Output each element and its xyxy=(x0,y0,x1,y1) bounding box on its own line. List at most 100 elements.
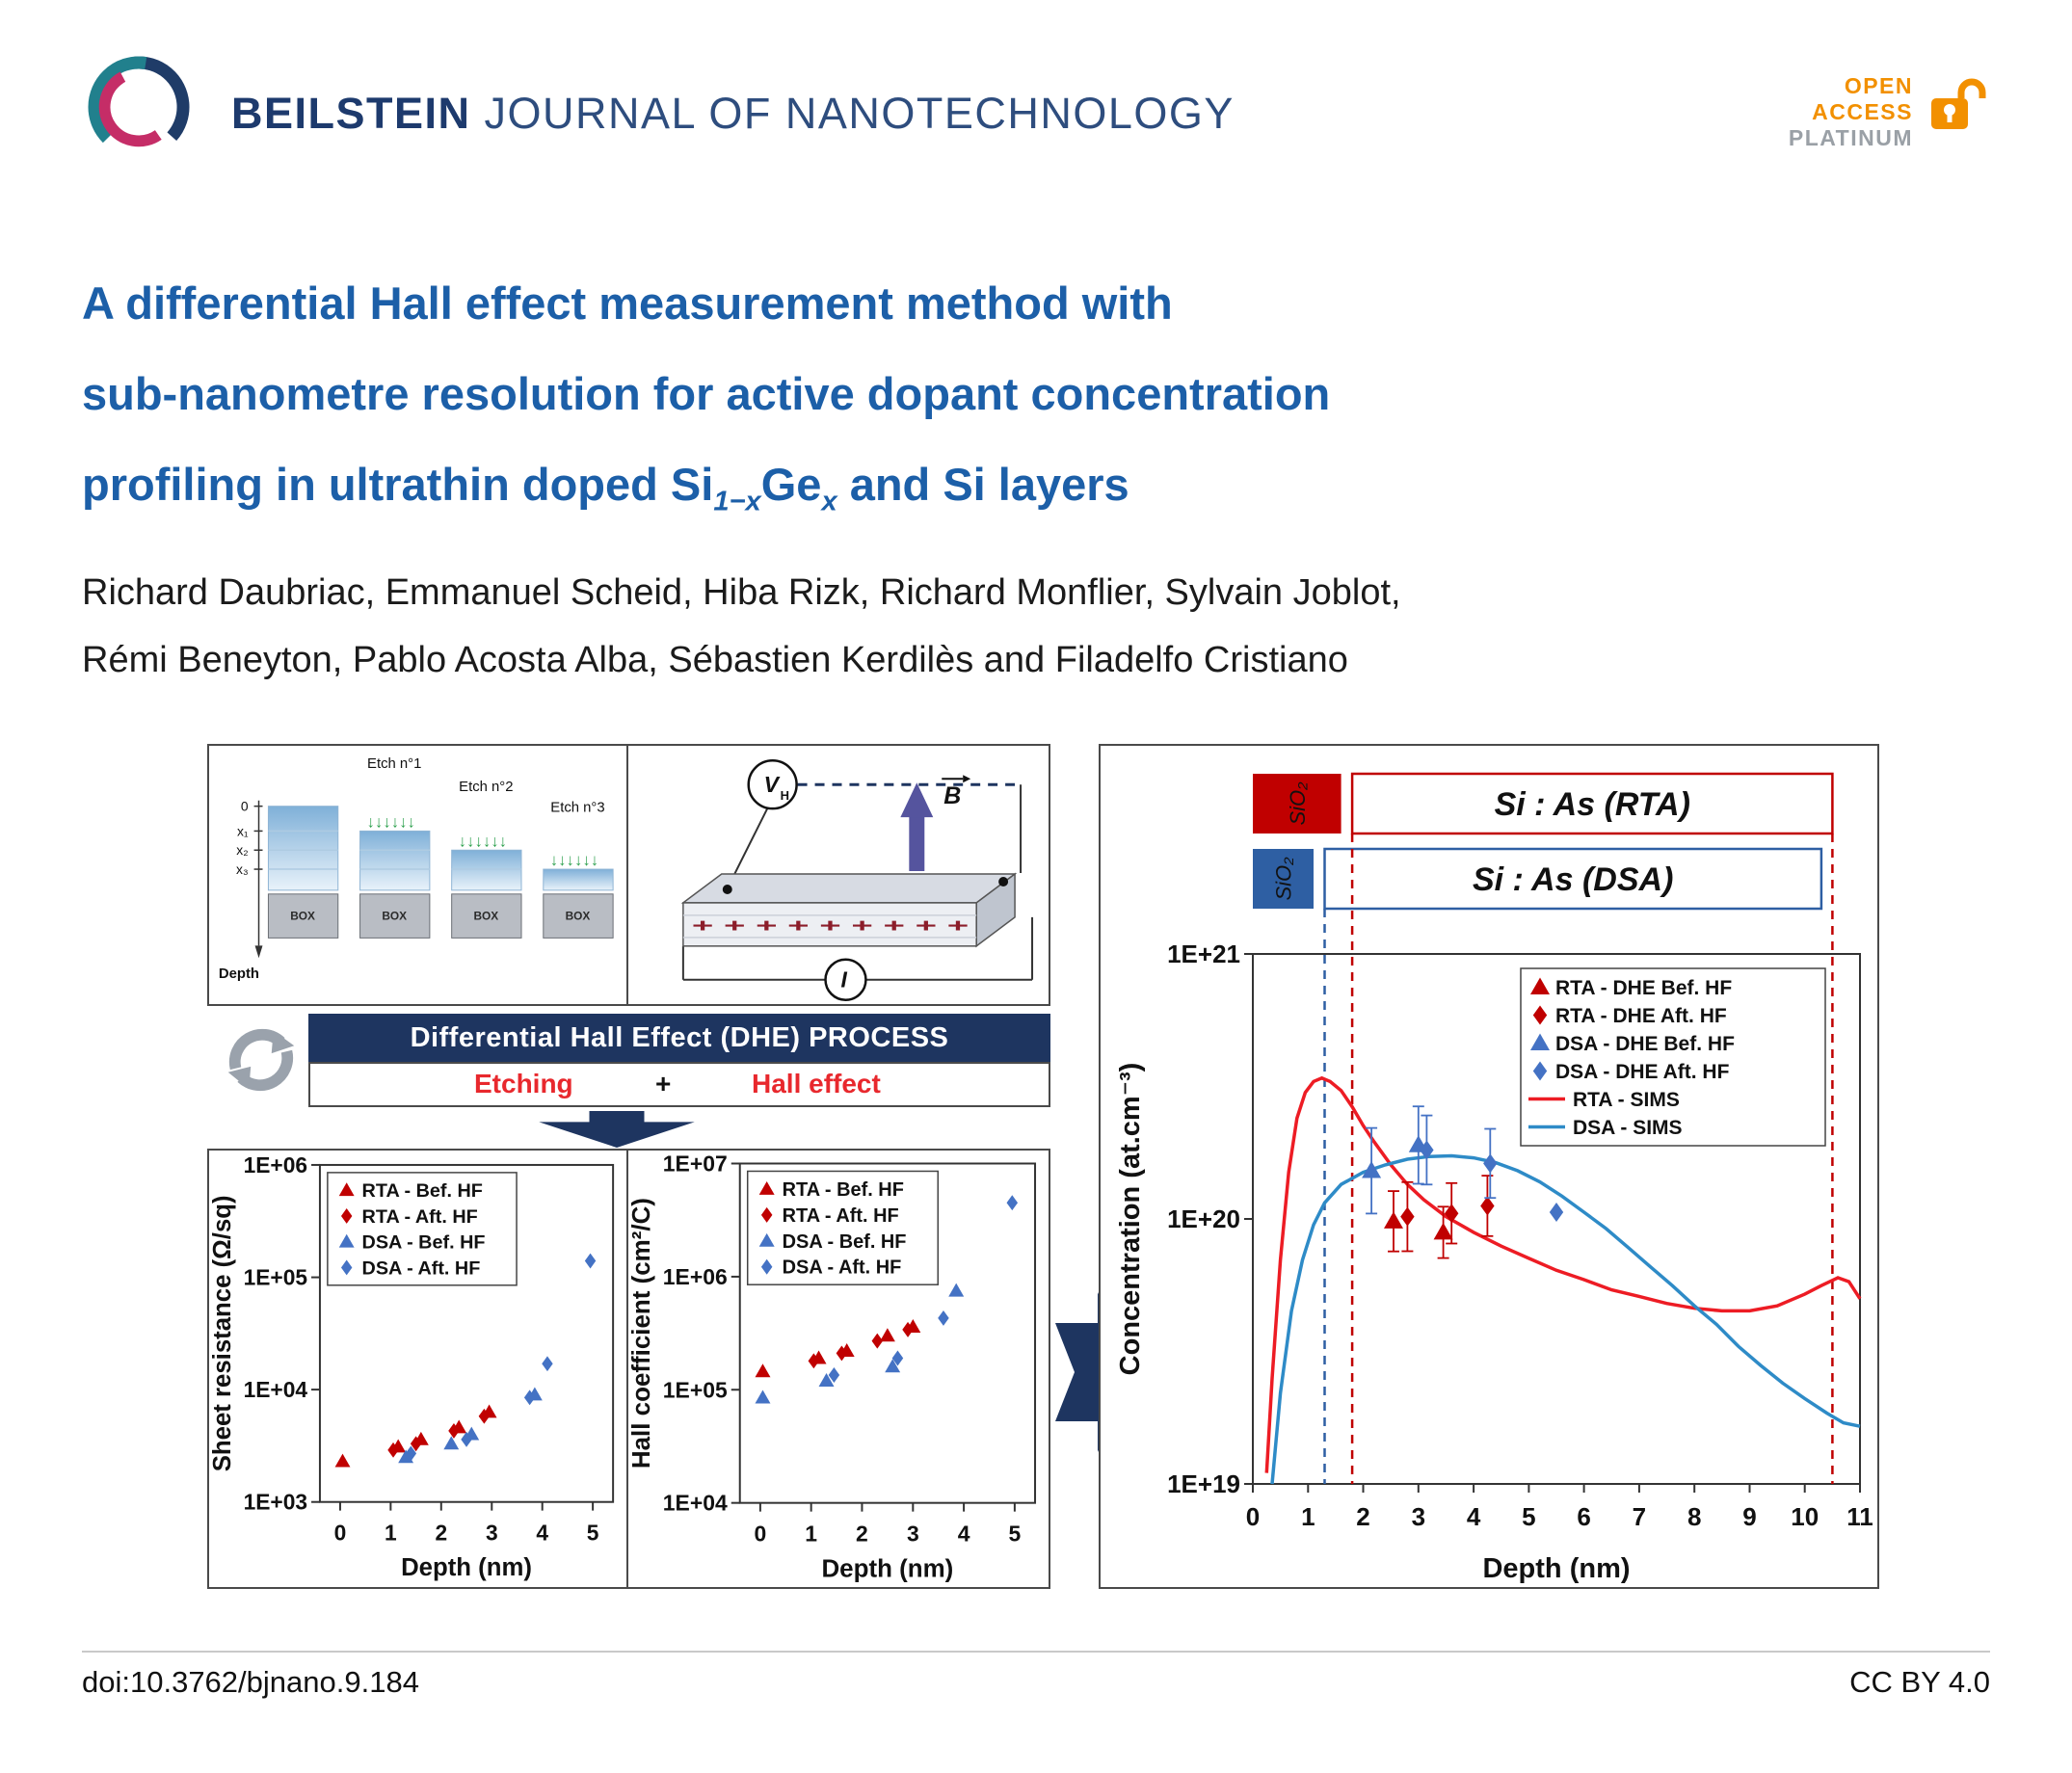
svg-text:2: 2 xyxy=(1356,1502,1369,1531)
svg-text:1E+03: 1E+03 xyxy=(244,1490,307,1515)
title-line-3-end: and Si layers xyxy=(837,459,1129,510)
depth-tick-x3: x₃ xyxy=(236,861,249,877)
svg-text:1E+06: 1E+06 xyxy=(244,1152,307,1178)
title-subscript-1: 1−x xyxy=(713,486,761,517)
svg-text:2: 2 xyxy=(856,1522,868,1547)
authors-line-2: Rémi Beneyton, Pablo Acosta Alba, Sébast… xyxy=(82,640,1348,680)
svg-text:1: 1 xyxy=(805,1522,817,1547)
title-line-1: A differential Hall effect measurement m… xyxy=(82,278,1173,329)
title-line-3-text: profiling in ultrathin doped Si xyxy=(82,459,714,510)
svg-text:3: 3 xyxy=(907,1522,919,1547)
svg-text:RTA - Aft. HF: RTA - Aft. HF xyxy=(783,1205,899,1227)
depth-tick-0: 0 xyxy=(241,799,249,814)
journal-name-bold: BEILSTEIN xyxy=(231,89,471,138)
svg-text:0: 0 xyxy=(755,1522,767,1547)
svg-text:1E+07: 1E+07 xyxy=(663,1151,728,1177)
cycle-arrows-icon xyxy=(227,1028,295,1092)
contact-dot-right xyxy=(998,876,1009,886)
svg-text:9: 9 xyxy=(1742,1502,1756,1531)
article-title: A differential Hall effect measurement m… xyxy=(82,258,1971,530)
plus-label: + xyxy=(655,1069,672,1098)
svg-text:1E+04: 1E+04 xyxy=(244,1377,308,1402)
etch-schematic: 0 x₁ x₂ x₃ Depth BOX BOX xyxy=(219,756,614,982)
title-line-2: sub-nanometre resolution for active dopa… xyxy=(82,368,1331,419)
svg-text:DSA - Bef. HF: DSA - Bef. HF xyxy=(362,1232,486,1254)
svg-text:DSA - SIMS: DSA - SIMS xyxy=(1573,1117,1683,1139)
svg-text:DSA - DHE Aft. HF: DSA - DHE Aft. HF xyxy=(1555,1061,1730,1083)
svg-text:1: 1 xyxy=(1301,1502,1315,1531)
vh-label: V xyxy=(764,772,781,797)
svg-text:5: 5 xyxy=(587,1520,599,1545)
svg-text:1E+05: 1E+05 xyxy=(244,1265,308,1290)
svg-text:RTA - SIMS: RTA - SIMS xyxy=(1573,1089,1680,1111)
svg-text:1: 1 xyxy=(385,1520,397,1545)
footer-divider xyxy=(82,1651,1990,1653)
vh-subscript: H xyxy=(781,788,789,803)
b-field-arrow-icon xyxy=(909,815,925,872)
svg-text:RTA - Bef. HF: RTA - Bef. HF xyxy=(783,1179,904,1201)
open-lock-icon xyxy=(1931,78,1986,129)
authors: Richard Daubriac, Emmanuel Scheid, Hiba … xyxy=(82,559,1971,694)
b-field-label: B xyxy=(943,782,961,809)
etch-label-2: Etch n°2 xyxy=(459,780,513,795)
license-text: CC BY 4.0 xyxy=(1849,1665,1990,1699)
charge-symbols: + + + + + + + + + xyxy=(692,916,969,937)
etch-arrows-2-icon: ↓↓↓↓↓↓ xyxy=(459,832,507,850)
svg-text:1E+19: 1E+19 xyxy=(1167,1469,1240,1498)
open-access-badge: OPEN ACCESS PLATINUM xyxy=(1789,73,1913,151)
chart-hall-coefficient: 1E+04 1E+05 1E+06 1E+07 0 1 2 3 4 5 Depth (nm) Hall… xyxy=(628,1151,1037,1583)
svg-text:3: 3 xyxy=(1412,1502,1425,1531)
etching-label: Etching xyxy=(474,1069,573,1098)
hall-coefficient-panel: 1E+04 1E+05 1E+06 1E+07 0 1 2 3 4 5 Depth (nm) Hall… xyxy=(626,1149,1050,1589)
etch-label-3: Etch n°3 xyxy=(550,801,604,816)
open-access-line3: PLATINUM xyxy=(1788,125,1913,150)
journal-name-rest: JOURNAL OF NANOTECHNOLOGY xyxy=(470,89,1235,138)
svg-text:10: 10 xyxy=(1791,1502,1819,1531)
depth-tick-x1: x₁ xyxy=(237,823,249,838)
svg-text:DSA - DHE Bef. HF: DSA - DHE Bef. HF xyxy=(1555,1033,1735,1055)
contact-dot-left xyxy=(722,884,732,894)
svg-text:1E+05: 1E+05 xyxy=(663,1377,728,1402)
etch-schematic-panel: 0 x₁ x₂ x₃ Depth BOX BOX xyxy=(207,744,628,1006)
open-access-line1: OPEN xyxy=(1844,73,1913,98)
journal-name: BEILSTEIN JOURNAL OF NANOTECHNOLOGY xyxy=(231,89,1235,139)
hall-effect-label: Hall effect xyxy=(752,1069,881,1098)
svg-text:RTA - Aft. HF: RTA - Aft. HF xyxy=(362,1206,478,1228)
svg-text:0: 0 xyxy=(334,1520,347,1545)
concentration-panel: SiO₂ Si : As (RTA) SiO₂ Si : As (DSA) 1E+19 1… xyxy=(1099,744,1879,1589)
etch-arrows-1-icon: ↓↓↓↓↓↓ xyxy=(366,812,414,831)
svg-text:1E+06: 1E+06 xyxy=(663,1264,728,1289)
etch-arrows-3-icon: ↓↓↓↓↓↓ xyxy=(550,851,598,869)
doi-text: doi:10.3762/bjnano.9.184 xyxy=(82,1665,419,1699)
svg-text:7: 7 xyxy=(1633,1502,1646,1531)
chart-concentration: SiO₂ Si : As (RTA) SiO₂ Si : As (DSA) 1E+19 1… xyxy=(1115,772,1873,1584)
svg-text:5: 5 xyxy=(1522,1502,1535,1531)
depth-axis-label: Depth xyxy=(219,966,259,982)
hall-slab-top xyxy=(680,873,1018,904)
svg-text:Concentration (at.cm⁻³): Concentration (at.cm⁻³) xyxy=(1115,1063,1146,1376)
svg-text:Si : As (DSA): Si : As (DSA) xyxy=(1473,861,1673,898)
svg-text:0: 0 xyxy=(1246,1502,1260,1531)
svg-text:4: 4 xyxy=(958,1522,970,1547)
svg-text:Hall coefficient (cm²/C): Hall coefficient (cm²/C) xyxy=(628,1198,655,1469)
svg-text:Depth (nm): Depth (nm) xyxy=(401,1554,532,1581)
graphical-abstract: 0 x₁ x₂ x₃ Depth BOX BOX xyxy=(207,744,1879,1590)
svg-text:Depth (nm): Depth (nm) xyxy=(821,1556,953,1583)
svg-text:5: 5 xyxy=(1008,1522,1021,1547)
depth-tick-x2: x₂ xyxy=(236,842,248,858)
svg-text:1E+04: 1E+04 xyxy=(663,1491,728,1516)
svg-text:Si : As (RTA): Si : As (RTA) xyxy=(1495,786,1690,823)
title-line-3: profiling in ultrathin doped Si1−xGex an… xyxy=(82,439,1971,530)
chart-sheet-resistance: 1E+03 1E+04 1E+05 1E+06 0 1 2 3 4 5 Depth (nm) Shee… xyxy=(209,1152,615,1581)
hall-schematic-panel: + + + + + + + + + B V H I xyxy=(626,744,1050,1006)
svg-text:4: 4 xyxy=(1467,1502,1481,1531)
box-label-4: BOX xyxy=(566,910,591,923)
down-arrow-icon xyxy=(539,1111,695,1148)
box-label-3: BOX xyxy=(473,910,498,923)
svg-text:DSA - Bef. HF: DSA - Bef. HF xyxy=(783,1231,907,1253)
svg-text:SiO₂: SiO₂ xyxy=(1286,781,1310,826)
hall-slab-front xyxy=(682,902,977,947)
svg-text:Depth (nm): Depth (nm) xyxy=(1482,1553,1630,1584)
svg-text:3: 3 xyxy=(486,1520,498,1545)
